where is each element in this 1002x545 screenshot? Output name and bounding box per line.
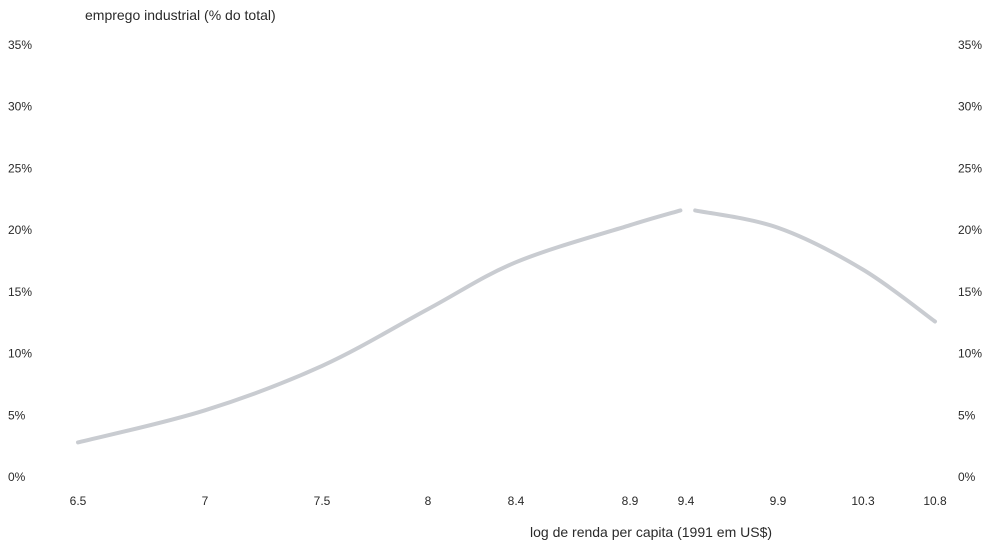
x-tick-label: 7.5 bbox=[314, 494, 331, 508]
x-tick-label: 6.5 bbox=[70, 494, 87, 508]
x-tick-label: 8.9 bbox=[622, 494, 639, 508]
y-tick-label-left: 5% bbox=[8, 408, 26, 422]
y-tick-label-right: 35% bbox=[958, 38, 982, 52]
x-tick-label: 10.8 bbox=[923, 494, 947, 508]
y-tick-label-left: 35% bbox=[8, 38, 32, 52]
y-tick-label-right: 25% bbox=[958, 161, 982, 175]
x-tick-label: 9.9 bbox=[770, 494, 787, 508]
x-tick-label: 7 bbox=[202, 494, 209, 508]
x-axis-title: log de renda per capita (1991 em US$) bbox=[530, 524, 772, 540]
y-tick-label-right: 5% bbox=[958, 408, 976, 422]
y-tick-label-left: 15% bbox=[8, 285, 32, 299]
x-tick-label: 8.4 bbox=[508, 494, 525, 508]
x-tick-label: 10.3 bbox=[851, 494, 875, 508]
y-tick-label-left: 30% bbox=[8, 100, 32, 114]
series-line bbox=[76, 208, 683, 445]
series-line bbox=[693, 208, 937, 324]
x-tick-label: 9.4 bbox=[678, 494, 695, 508]
y-axis-right: 0% 5% 10% 15% 20% 25% 30% 35% bbox=[958, 38, 982, 484]
x-axis: 6.5 7 7.5 8 8.4 8.9 9.4 9.9 10.3 10.8 bbox=[70, 494, 947, 508]
y-tick-label-left: 10% bbox=[8, 347, 32, 361]
y-tick-label-left: 20% bbox=[8, 223, 32, 237]
y-tick-label-right: 15% bbox=[958, 285, 982, 299]
y-tick-label-right: 10% bbox=[958, 347, 982, 361]
y-tick-label-right: 0% bbox=[958, 470, 976, 484]
x-tick-label: 8 bbox=[425, 494, 432, 508]
y-tick-label-left: 0% bbox=[8, 470, 26, 484]
y-axis-left: 0% 5% 10% 15% 20% 25% 30% 35% bbox=[8, 38, 32, 484]
y-tick-label-left: 25% bbox=[8, 161, 32, 175]
y-axis-title: emprego industrial (% do total) bbox=[85, 7, 276, 23]
y-tick-label-right: 30% bbox=[958, 100, 982, 114]
series-layer bbox=[76, 208, 937, 445]
y-tick-label-right: 20% bbox=[958, 223, 982, 237]
